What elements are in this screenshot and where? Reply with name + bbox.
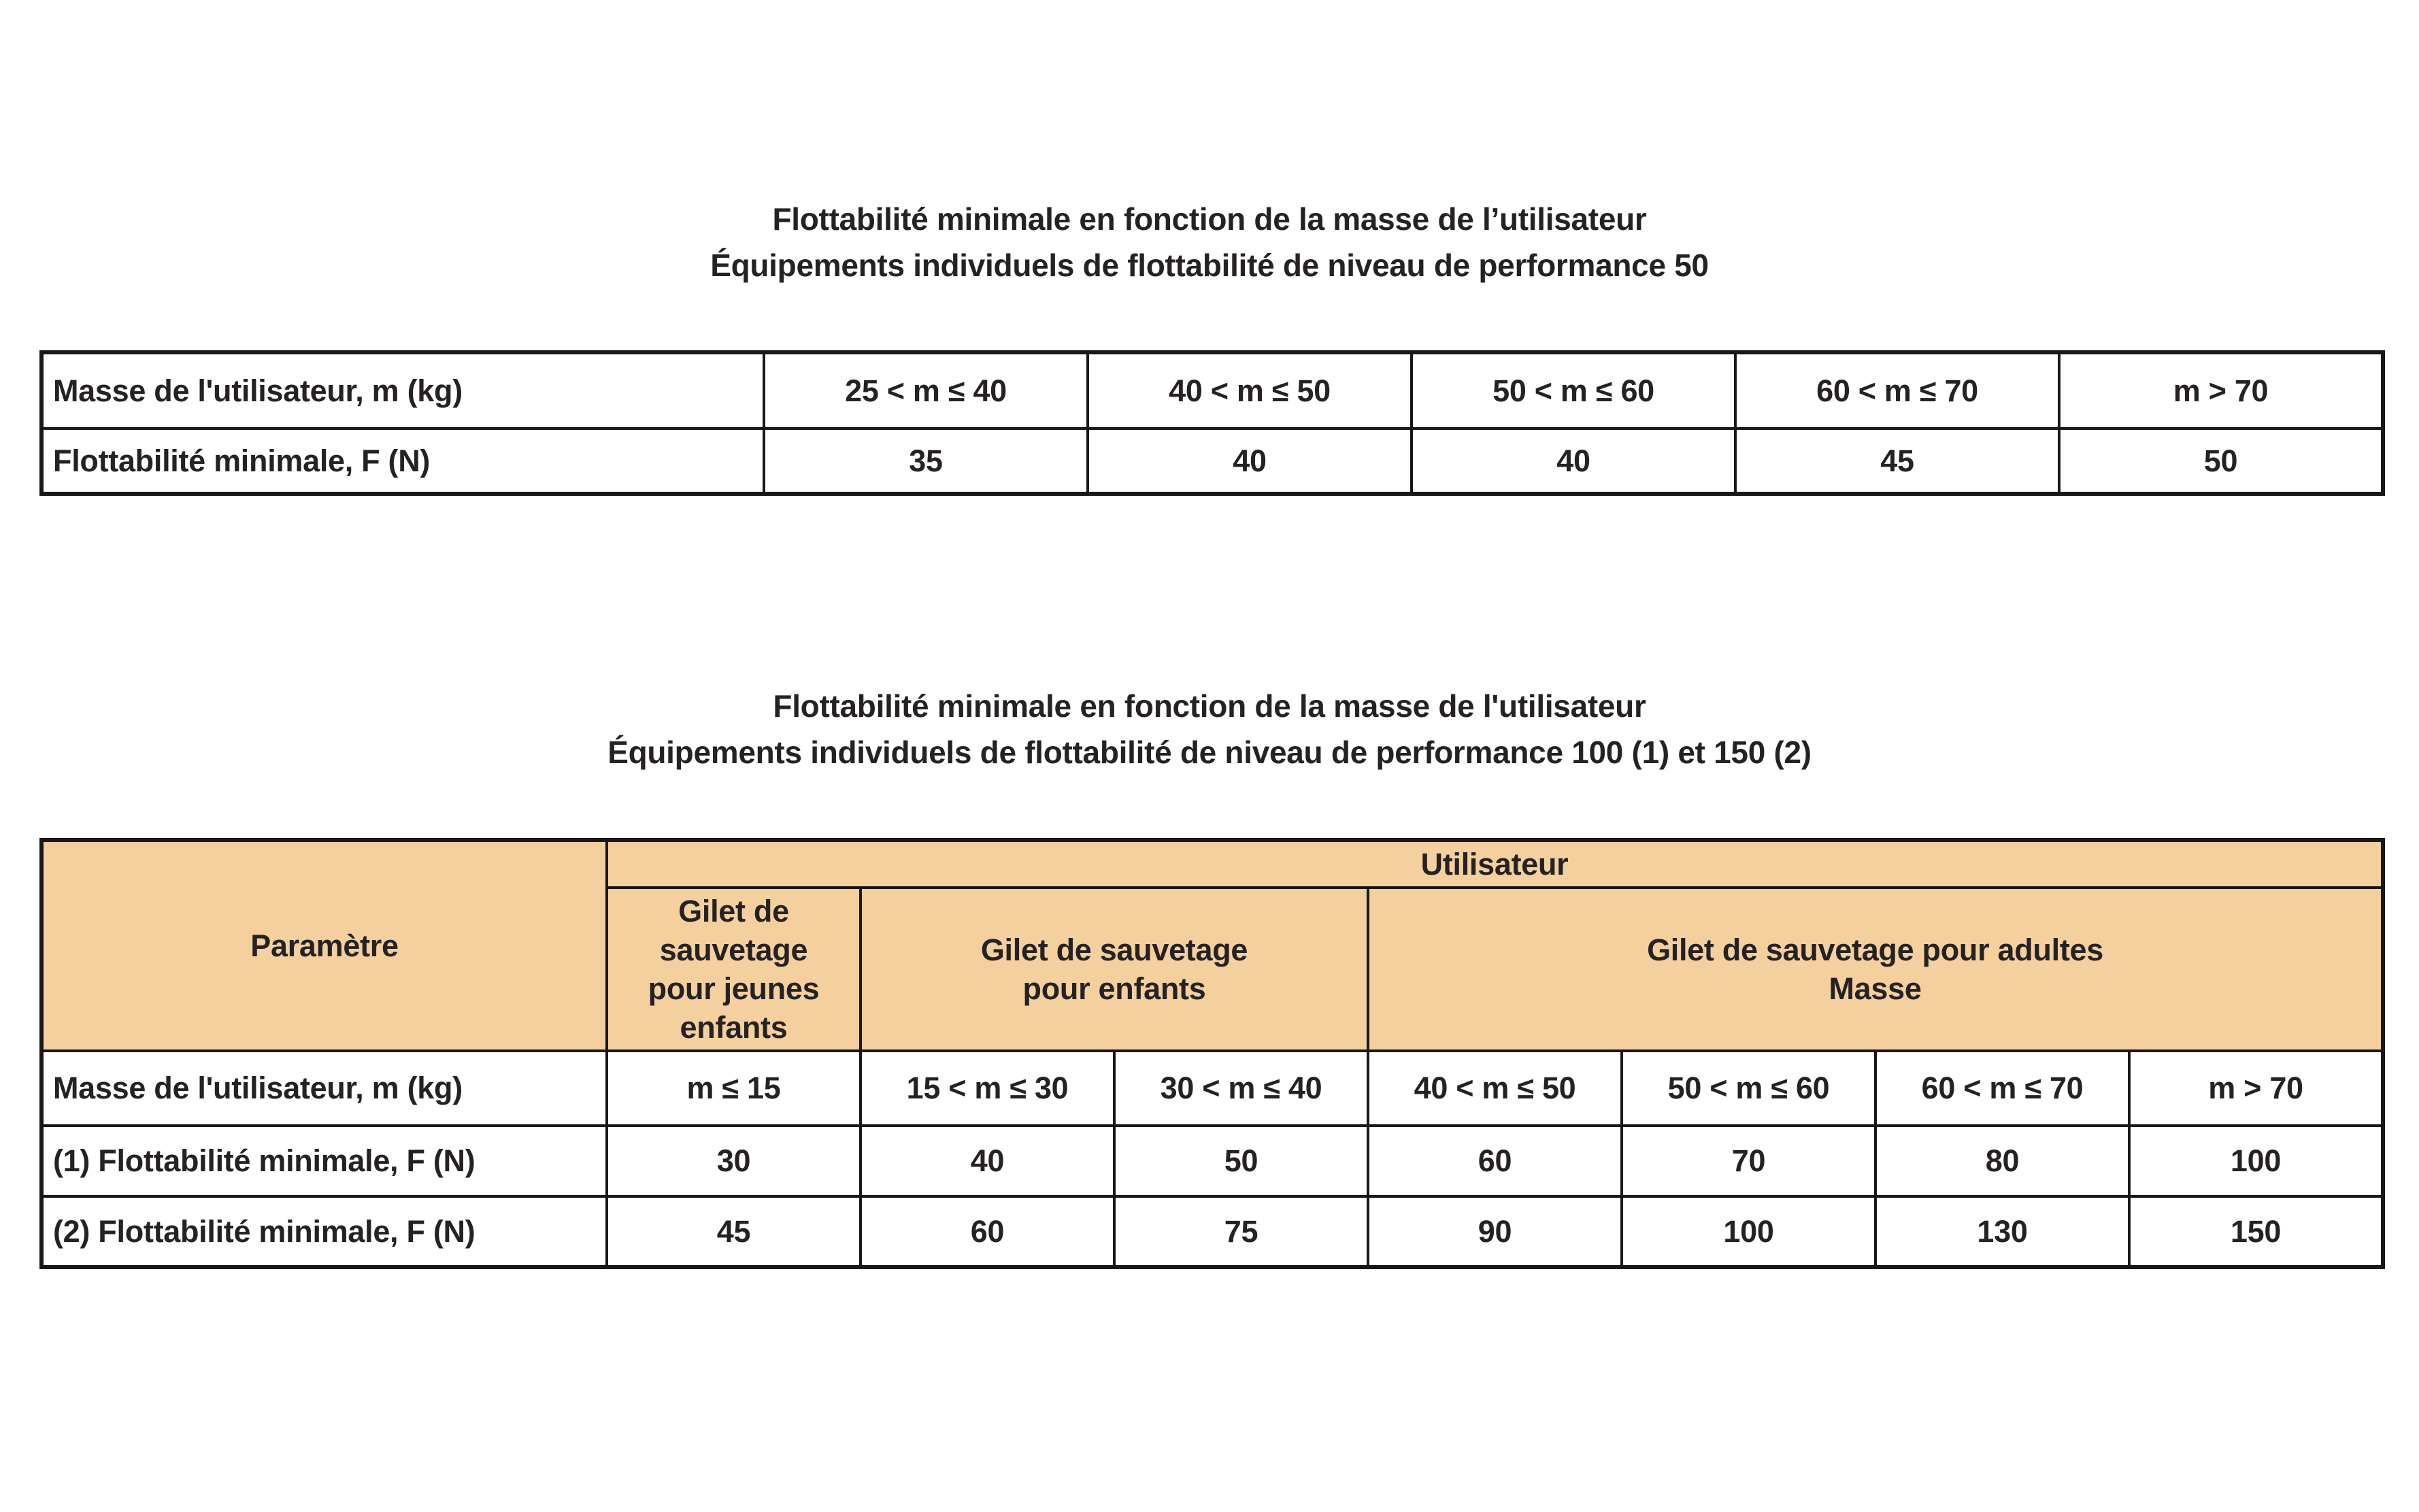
table-cell: 30: [605, 1124, 862, 1198]
table-performance-50: Masse de l'utilisateur, m (kg) 25 < m ≤ …: [39, 350, 2385, 496]
header-cell-gilet-jeunes-enfants: Gilet de sauvetage pour jeunes enfants: [605, 886, 862, 1052]
row-label: (2) Flottabilité minimale, F (N): [40, 1195, 608, 1269]
header-cell-parametre: Paramètre: [40, 839, 608, 1052]
table50-title-line2: Équipements individuels de flottabilité …: [710, 248, 1709, 283]
header-line: enfants: [680, 1010, 788, 1045]
table-cell: 40 < m ≤ 50: [1367, 1049, 1623, 1127]
table-cell: 60 < m ≤ 70: [1874, 1049, 2131, 1127]
table-row: (2) Flottabilité minimale, F (N) 45 60 7…: [40, 1195, 2385, 1269]
header-cell-gilet-adultes: Gilet de sauvetage pour adultes Masse: [1366, 886, 2385, 1052]
table-cell: 60 < m ≤ 70: [1734, 351, 2061, 430]
table-cell: 45: [1734, 427, 2061, 495]
table100-title-line1: Flottabilité minimale en fonction de la …: [773, 688, 1646, 724]
row-label: Masse de l'utilisateur, m (kg): [40, 351, 765, 430]
table-cell: 100: [1620, 1195, 1877, 1269]
table-cell: 15 < m ≤ 30: [859, 1049, 1116, 1127]
table-cell: 150: [2127, 1195, 2385, 1269]
row-label: (1) Flottabilité minimale, F (N): [40, 1124, 608, 1198]
table-row: Masse de l'utilisateur, m (kg) m ≤ 15 15…: [40, 1049, 2385, 1127]
table-cell: m > 70: [2058, 351, 2384, 430]
table-cell: 45: [605, 1195, 862, 1269]
table-row: Flottabilité minimale, F (N) 35 40 40 45…: [40, 427, 2384, 495]
table-row: (1) Flottabilité minimale, F (N) 30 40 5…: [40, 1124, 2385, 1198]
table-cell: 50: [1113, 1124, 1369, 1198]
header-line: Gilet de sauvetage pour adultes: [1647, 933, 2103, 967]
header-line: sauvetage: [659, 933, 808, 967]
header-cell-gilet-enfants: Gilet de sauvetage pour enfants: [859, 886, 1369, 1052]
table-row: Masse de l'utilisateur, m (kg) 25 < m ≤ …: [40, 351, 2384, 430]
table-cell: 70: [1620, 1124, 1877, 1198]
table-cell: 50 < m ≤ 60: [1620, 1049, 1877, 1127]
header-cell-utilisateur: Utilisateur: [605, 839, 2385, 889]
table-cell: 40: [1086, 427, 1413, 495]
table-cell: m ≤ 15: [605, 1049, 862, 1127]
header-row-user: Paramètre Utilisateur: [40, 839, 2385, 1052]
table50-title: Flottabilité minimale en fonction de la …: [0, 196, 2419, 288]
table-cell: 30 < m ≤ 40: [1113, 1049, 1369, 1127]
table100-title: Flottabilité minimale en fonction de la …: [0, 683, 2419, 775]
header-row-groups: Gilet de sauvetage pour jeunes enfants G…: [41, 886, 2385, 1052]
table-cell: 50: [2058, 427, 2384, 495]
table-cell: 75: [1113, 1195, 1369, 1269]
table-cell: 60: [1367, 1124, 1623, 1198]
table-cell: 130: [1874, 1195, 2131, 1269]
header-line: Gilet de sauvetage: [980, 933, 1248, 967]
table-performance-100-150: Paramètre Utilisateur Gilet de sauvetage…: [39, 838, 2386, 1269]
table-cell: 25 < m ≤ 40: [763, 351, 1089, 430]
header-line: Gilet de: [678, 894, 789, 928]
table-cell: 40: [1410, 427, 1737, 495]
table-cell: 80: [1874, 1124, 2131, 1198]
row-label: Flottabilité minimale, F (N): [40, 427, 765, 495]
header-line: pour jeunes: [648, 971, 820, 1006]
table-cell: m > 70: [2127, 1049, 2385, 1127]
table-cell: 40 < m ≤ 50: [1086, 351, 1413, 430]
table-cell: 35: [763, 427, 1089, 495]
row-label: Masse de l'utilisateur, m (kg): [40, 1049, 608, 1127]
table-cell: 100: [2127, 1124, 2385, 1198]
table-cell: 60: [859, 1195, 1116, 1269]
header-line: Masse: [1829, 971, 1922, 1006]
table-cell: 90: [1367, 1195, 1623, 1269]
table50-title-line1: Flottabilité minimale en fonction de la …: [772, 201, 1647, 237]
table-cell: 50 < m ≤ 60: [1410, 351, 1737, 430]
table-cell: 40: [859, 1124, 1116, 1198]
header-line: pour enfants: [1022, 971, 1206, 1006]
table100-title-line2: Équipements individuels de flottabilité …: [607, 735, 1812, 770]
